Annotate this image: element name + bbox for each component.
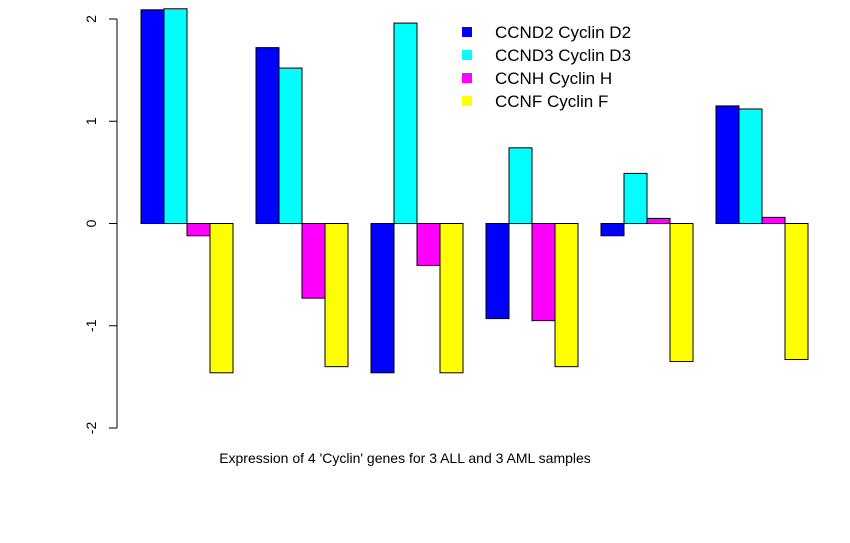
bar-ccnh-sample-4 bbox=[531, 223, 556, 322]
y-tick-label: 2 bbox=[83, 15, 99, 23]
legend-label: CCND3 Cyclin D3 bbox=[495, 46, 631, 65]
legend-label: CCNH Cyclin H bbox=[495, 69, 612, 88]
y-tick-label: -1 bbox=[83, 319, 99, 332]
y-tick-label: 1 bbox=[83, 117, 99, 125]
legend: CCND2 Cyclin D2 CCND3 Cyclin D3 CCNH Cycli… bbox=[462, 23, 631, 111]
bar-ccnf-sample-6 bbox=[784, 223, 809, 360]
bar-ccnh-sample-1 bbox=[186, 223, 211, 237]
bar-ccnd3-sample-5 bbox=[623, 172, 648, 225]
bar-ccnd2-sample-3 bbox=[370, 223, 395, 374]
bar-ccnh-sample-2 bbox=[301, 223, 326, 299]
bar-ccnd3-sample-4 bbox=[508, 147, 533, 225]
bar-ccnh-sample-5 bbox=[646, 217, 671, 224]
legend-label: CCND2 Cyclin D2 bbox=[495, 23, 631, 42]
legend-label: CCNF Cyclin F bbox=[495, 92, 608, 111]
y-tick-label: -2 bbox=[83, 422, 99, 435]
bar-ccnf-sample-4 bbox=[554, 223, 579, 368]
y-tick-label: 0 bbox=[83, 219, 99, 227]
legend-swatch bbox=[462, 73, 472, 83]
bar-ccnd3-sample-6 bbox=[738, 108, 763, 224]
bar-ccnf-sample-1 bbox=[209, 223, 234, 374]
bar-ccnf-sample-3 bbox=[439, 223, 464, 374]
bar-ccnh-sample-6 bbox=[761, 216, 786, 225]
bar-ccnd2-sample-4 bbox=[485, 223, 510, 320]
bar-ccnd2-sample-2 bbox=[255, 47, 280, 224]
x-axis-label: Expression of 4 'Cyclin' genes for 3 ALL… bbox=[219, 450, 591, 466]
bar-ccnd2-sample-1 bbox=[140, 9, 165, 224]
bar-ccnh-sample-3 bbox=[416, 223, 441, 266]
y-axis: -2 -1 0 1 2 bbox=[83, 15, 118, 435]
bar-ccnd3-sample-3 bbox=[393, 22, 418, 225]
bars bbox=[140, 8, 809, 374]
bar-ccnd2-sample-6 bbox=[715, 105, 740, 224]
bar-ccnd2-sample-5 bbox=[600, 223, 625, 237]
bar-ccnf-sample-5 bbox=[669, 223, 694, 363]
bar-ccnf-sample-2 bbox=[324, 223, 349, 368]
legend-swatch bbox=[462, 50, 472, 60]
legend-swatch bbox=[462, 27, 472, 37]
legend-swatch bbox=[462, 96, 472, 106]
bar-ccnd3-sample-1 bbox=[163, 8, 188, 225]
bar-ccnd3-sample-2 bbox=[278, 67, 303, 224]
